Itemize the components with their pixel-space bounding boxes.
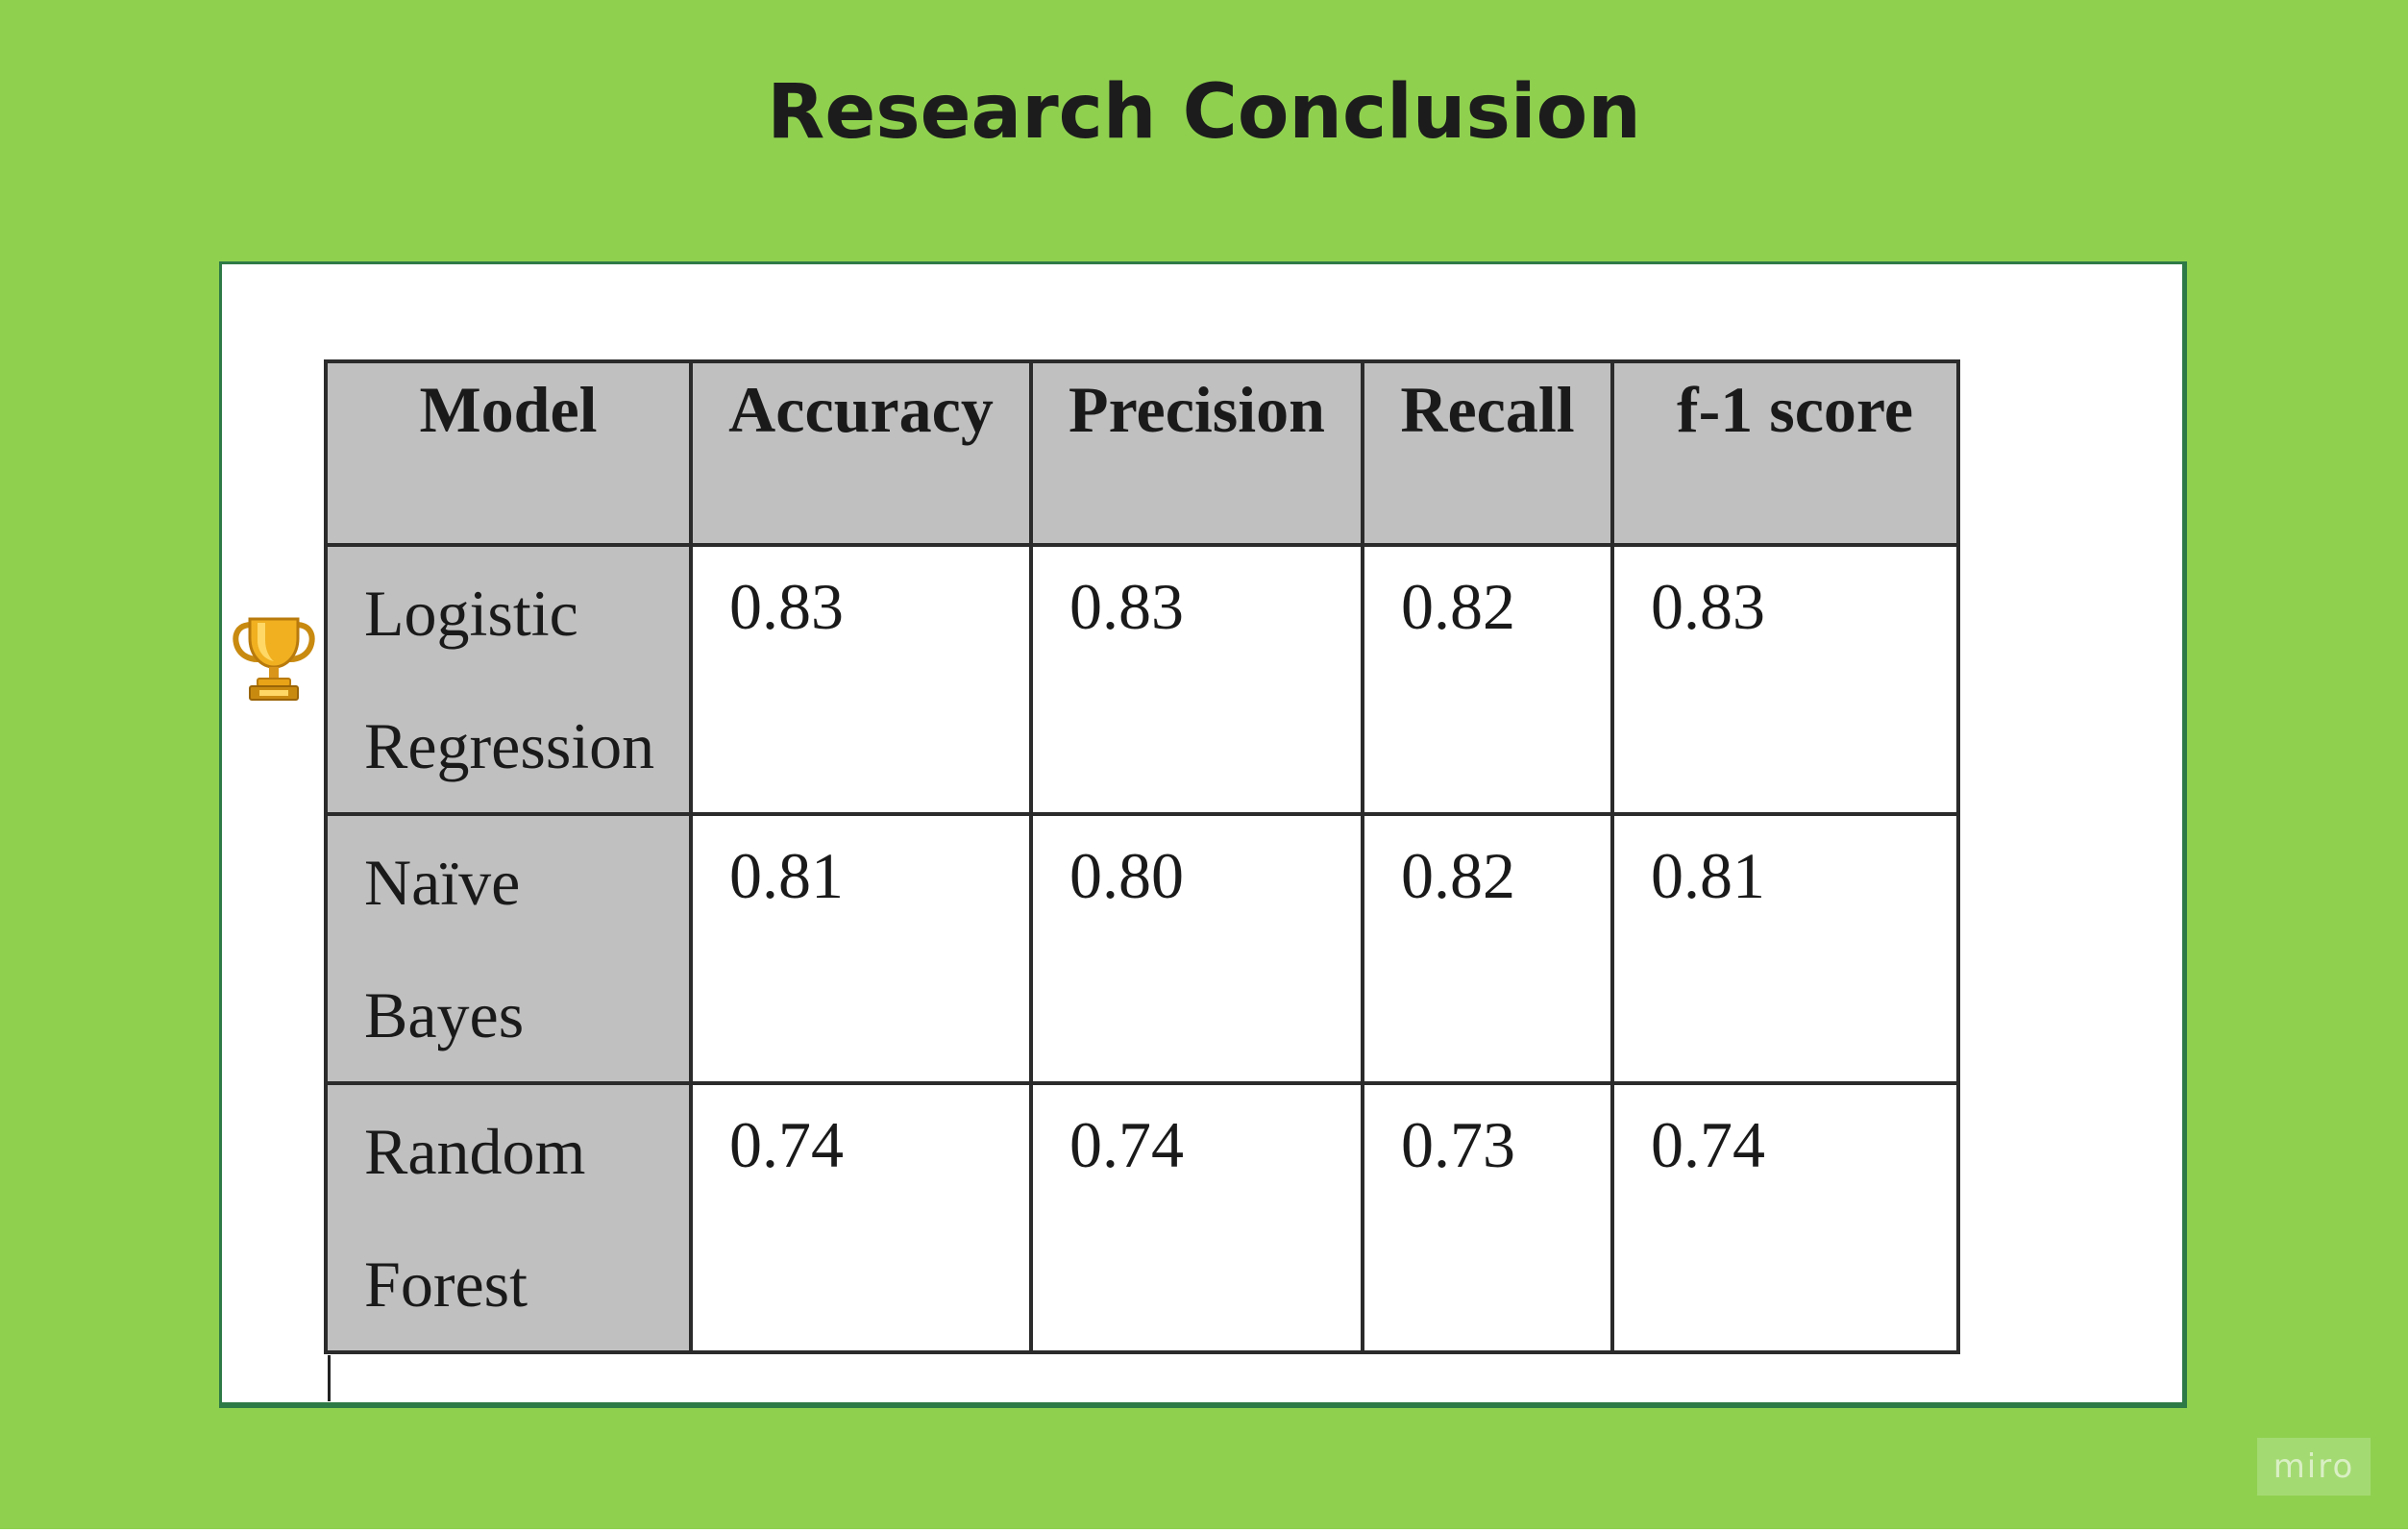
header-precision: Precision [1029, 359, 1364, 547]
table-row: Naïve Bayes 0.81 0.80 0.82 0.81 [324, 812, 1960, 1085]
model-name-line: Logistic [364, 577, 578, 650]
precision-cell: 0.80 [1029, 812, 1364, 1085]
precision-cell: 0.74 [1029, 1081, 1364, 1354]
model-name-line: Bayes [364, 978, 525, 1051]
precision-cell: 0.83 [1029, 543, 1364, 816]
table-row: Logistic Regression 0.83 0.83 0.82 0.83 [324, 543, 1960, 816]
header-f1-score: f-1 score [1610, 359, 1960, 547]
recall-cell: 0.82 [1361, 812, 1614, 1085]
model-name-line: Forest [364, 1248, 528, 1321]
table-row: Random Forest 0.74 0.74 0.73 0.74 [324, 1081, 1960, 1354]
page-bottom-edge [0, 1529, 2408, 1533]
miro-watermark: miro [2257, 1438, 2371, 1496]
model-name-line: Random [364, 1115, 586, 1188]
model-cell: Logistic Regression [324, 543, 693, 816]
text-cursor [328, 1355, 331, 1401]
accuracy-cell: 0.81 [689, 812, 1033, 1085]
accuracy-cell: 0.74 [689, 1081, 1033, 1354]
f1-cell: 0.83 [1610, 543, 1960, 816]
f1-cell: 0.81 [1610, 812, 1960, 1085]
model-name-line: Regression [364, 709, 655, 782]
accuracy-cell: 0.83 [689, 543, 1033, 816]
trophy-icon [233, 617, 315, 701]
table-image-frame: Model Accuracy Precision Recall f-1 scor… [219, 261, 2187, 1408]
model-name-line: Naïve [364, 846, 521, 919]
f1-cell: 0.74 [1610, 1081, 1960, 1354]
header-accuracy: Accuracy [689, 359, 1033, 547]
model-cell: Naïve Bayes [324, 812, 693, 1085]
header-recall: Recall [1361, 359, 1614, 547]
recall-cell: 0.82 [1361, 543, 1614, 816]
page-title: Research Conclusion [767, 69, 1641, 156]
header-model: Model [324, 359, 693, 547]
results-table: Model Accuracy Precision Recall f-1 scor… [324, 359, 1960, 1354]
table-header-row: Model Accuracy Precision Recall f-1 scor… [324, 359, 1960, 547]
recall-cell: 0.73 [1361, 1081, 1614, 1354]
model-cell: Random Forest [324, 1081, 693, 1354]
